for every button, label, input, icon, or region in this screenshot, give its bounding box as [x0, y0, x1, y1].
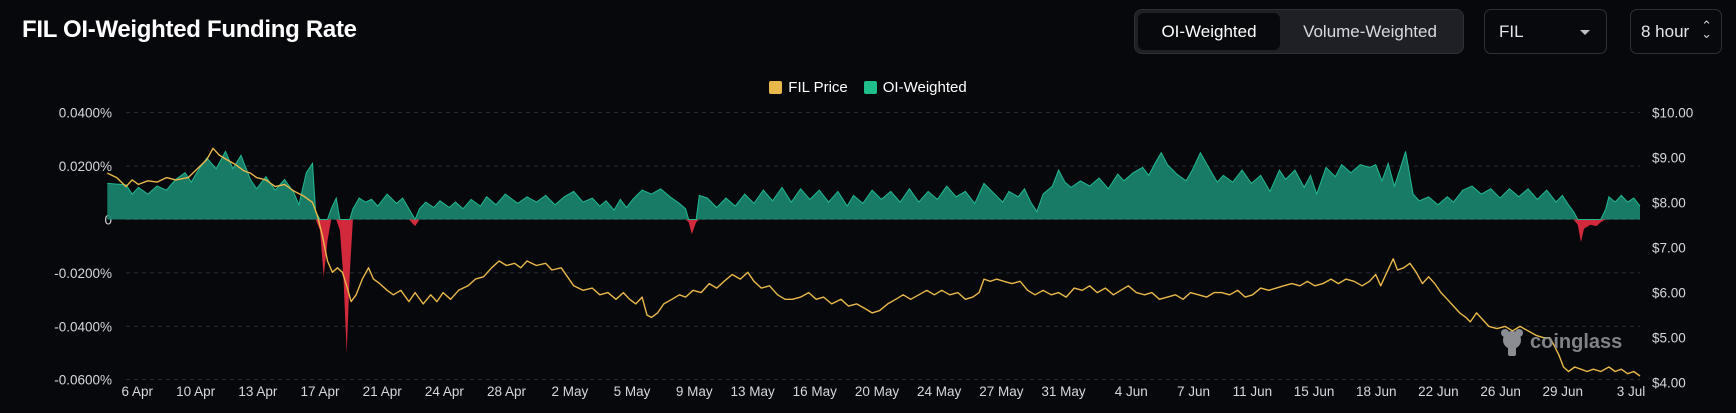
x-tick-label: 28 Apr — [487, 384, 527, 399]
y-right-tick-label: $9.00 — [1652, 150, 1686, 165]
interval-select[interactable]: 8 hour ⌃ ⌄ — [1630, 9, 1722, 54]
legend-label-oi: OI-Weighted — [882, 79, 967, 96]
y-left-tick-label: 0.0400% — [59, 106, 112, 121]
chevron-down-icon — [1580, 30, 1590, 35]
y-right-tick-label: $10.00 — [1652, 105, 1693, 120]
x-tick-label: 15 Jun — [1294, 384, 1335, 399]
legend-item-fil-price[interactable]: FIL Price — [769, 79, 848, 96]
x-tick-label: 26 Jun — [1480, 384, 1521, 399]
watermark-logo-ear-icon-2 — [1515, 329, 1523, 337]
grid-lines — [126, 112, 1640, 381]
page-title: FIL OI-Weighted Funding Rate — [22, 16, 357, 43]
coin-select[interactable]: FIL — [1484, 9, 1607, 54]
x-tick-label: 3 Jul — [1617, 384, 1646, 399]
y-left-tick-label: -0.0600% — [54, 373, 112, 388]
x-tick-label: 18 Jun — [1356, 384, 1397, 399]
coinglass-watermark: coinglass — [1501, 329, 1622, 356]
x-tick-label: 24 May — [917, 384, 962, 399]
y-axis-right: $10.00 $9.00 $8.00 $7.00 $6.00 $5.00 $4.00 — [1652, 105, 1693, 390]
y-left-tick-label: -0.0400% — [54, 319, 112, 334]
legend-label-price: FIL Price — [788, 79, 848, 96]
x-axis: 6 Apr 10 Apr 13 Apr 17 Apr 21 Apr 24 Apr 28 Ap… — [121, 384, 1645, 399]
funding-rate-line — [107, 150, 1641, 221]
x-tick-label: 22 Jun — [1418, 384, 1459, 399]
chart-legend: FIL Price OI-Weighted — [0, 79, 1736, 96]
funding-rate-negative-area — [107, 219, 1640, 353]
funding-rate-positive-area — [107, 151, 1640, 220]
y-left-tick-label: 0.0200% — [59, 159, 112, 174]
y-right-tick-label: $5.00 — [1652, 331, 1686, 346]
x-tick-label: 9 May — [676, 384, 713, 399]
volume-weighted-tab[interactable]: Volume-Weighted — [1303, 21, 1437, 41]
weighting-toggle: OI-Weighted Volume-Weighted — [1134, 9, 1464, 54]
x-tick-label: 2 May — [551, 384, 588, 399]
y-right-tick-label: $4.00 — [1652, 376, 1686, 391]
coin-select-value: FIL — [1499, 21, 1524, 41]
watermark-logo-stem-icon — [1508, 346, 1516, 356]
watermark-text: coinglass — [1530, 331, 1622, 353]
y-right-tick-label: $6.00 — [1652, 286, 1686, 301]
y-left-tick-label: -0.0200% — [54, 266, 112, 281]
x-tick-label: 24 Apr — [425, 384, 465, 399]
x-tick-label: 31 May — [1041, 384, 1086, 399]
x-tick-label: 13 May — [730, 384, 775, 399]
y-left-tick-label: 0 — [104, 212, 112, 227]
x-tick-label: 16 May — [793, 384, 838, 399]
x-tick-label: 5 May — [614, 384, 651, 399]
x-tick-label: 13 Apr — [238, 384, 278, 399]
x-tick-label: 17 Apr — [300, 384, 340, 399]
fil-price-line — [106, 147, 1641, 377]
y-right-tick-label: $7.00 — [1652, 241, 1686, 256]
x-tick-label: 4 Jun — [1115, 384, 1148, 399]
legend-swatch-price — [769, 81, 783, 94]
x-tick-label: 6 Apr — [121, 384, 153, 399]
y-right-tick-label: $8.00 — [1652, 195, 1686, 210]
x-tick-label: 20 May — [855, 384, 900, 399]
y-axis-left: 0.0400% 0.0200% 0 -0.0200% -0.0400% -0.0600% — [54, 106, 112, 388]
watermark-logo-ear-icon — [1501, 329, 1509, 337]
legend-swatch-oi — [863, 81, 877, 94]
x-tick-label: 27 May — [979, 384, 1024, 399]
x-tick-label: 29 Jun — [1543, 384, 1584, 399]
legend-item-oi-weighted[interactable]: OI-Weighted — [863, 79, 967, 96]
x-tick-label: 11 Jun — [1233, 384, 1273, 399]
oi-weighted-tab[interactable]: OI-Weighted — [1138, 13, 1280, 50]
x-tick-label: 10 Apr — [176, 384, 216, 399]
x-tick-label: 21 Apr — [363, 384, 403, 399]
up-down-chevron-icon: ⌃ ⌄ — [1701, 18, 1712, 41]
series-layer — [106, 147, 1641, 377]
x-tick-label: 7 Jun — [1177, 384, 1210, 399]
interval-select-value: 8 hour — [1641, 21, 1690, 41]
